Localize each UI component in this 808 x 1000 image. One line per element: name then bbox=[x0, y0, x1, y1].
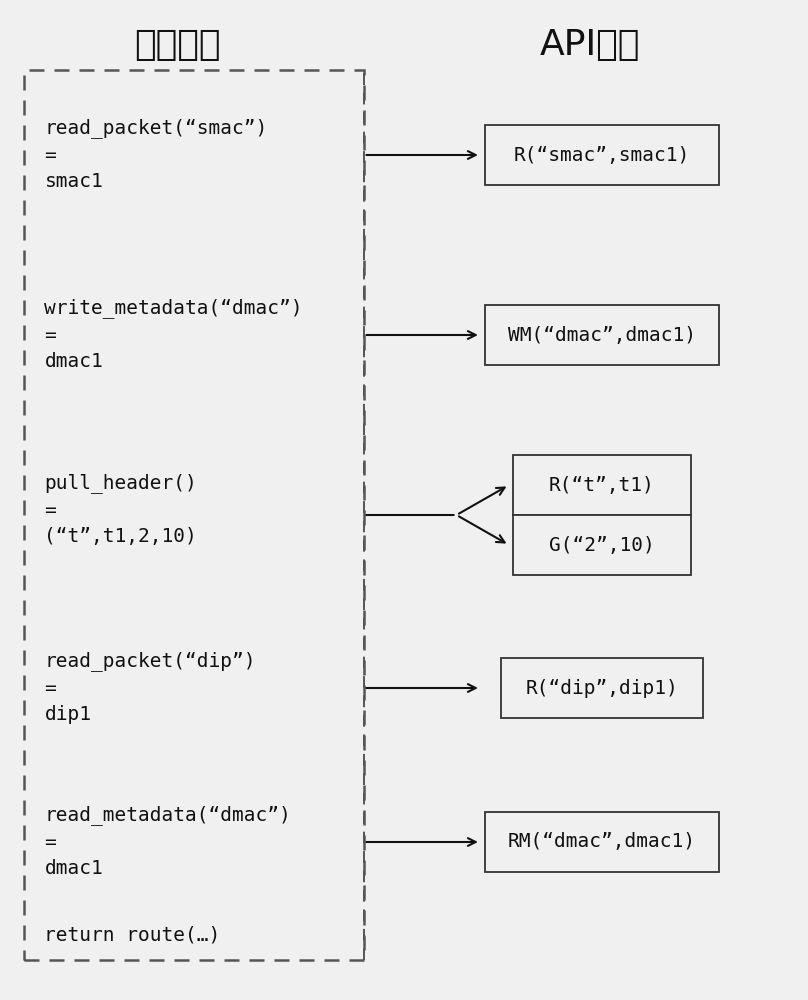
Bar bbox=[513, 455, 691, 515]
Text: 控制算法: 控制算法 bbox=[134, 28, 221, 62]
Text: WM(“dmac”,dmac1): WM(“dmac”,dmac1) bbox=[508, 326, 696, 344]
Text: write_metadata(“dmac”)
=
dmac1: write_metadata(“dmac”) = dmac1 bbox=[44, 299, 303, 371]
Text: R(“smac”,smac1): R(“smac”,smac1) bbox=[514, 145, 690, 164]
Text: R(“dip”,dip1): R(“dip”,dip1) bbox=[525, 678, 679, 698]
Text: API路径: API路径 bbox=[540, 28, 640, 62]
Bar bbox=[485, 812, 719, 872]
Bar bbox=[485, 125, 719, 185]
Text: return route(…): return route(…) bbox=[44, 926, 221, 944]
Text: R(“t”,t1): R(“t”,t1) bbox=[549, 476, 654, 494]
Text: read_packet(“dip”)
=
dip1: read_packet(“dip”) = dip1 bbox=[44, 652, 256, 724]
Text: read_packet(“smac”)
=
smac1: read_packet(“smac”) = smac1 bbox=[44, 119, 267, 191]
Bar bbox=[501, 658, 703, 718]
Text: RM(“dmac”,dmac1): RM(“dmac”,dmac1) bbox=[508, 832, 696, 852]
Bar bbox=[24, 70, 364, 960]
Bar bbox=[513, 515, 691, 575]
Text: G(“2”,10): G(“2”,10) bbox=[549, 536, 654, 554]
Text: pull_header()
=
(“t”,t1,2,10): pull_header() = (“t”,t1,2,10) bbox=[44, 474, 197, 546]
Text: read_metadata(“dmac”)
=
dmac1: read_metadata(“dmac”) = dmac1 bbox=[44, 806, 291, 878]
Bar bbox=[485, 305, 719, 365]
